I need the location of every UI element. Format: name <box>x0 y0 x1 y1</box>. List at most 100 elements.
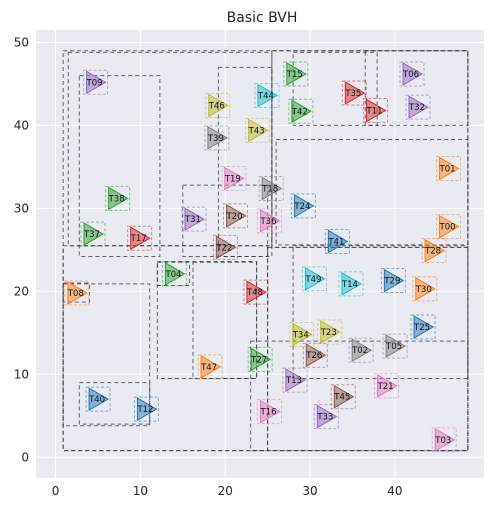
triangle-bbox <box>161 261 187 287</box>
triangle-label: T00 <box>439 223 456 233</box>
triangle-mark <box>341 271 362 296</box>
triangle-mark <box>304 267 326 291</box>
triangle-label: T23 <box>320 328 337 338</box>
triangle-mark <box>259 399 281 424</box>
bvh-box <box>292 51 378 126</box>
triangle-bbox <box>258 175 284 201</box>
triangle-bbox <box>83 69 109 95</box>
triangle-label: T48 <box>246 288 263 298</box>
triangle-mark <box>108 186 129 211</box>
triangle-bbox <box>421 238 447 264</box>
triangle-mark <box>402 62 424 86</box>
triangle-label: T19 <box>224 175 241 185</box>
triangle-mark <box>246 280 267 305</box>
triangle-bbox <box>197 354 223 380</box>
triangle-bbox <box>289 321 315 347</box>
triangle-mark <box>439 156 460 181</box>
triangle-mark <box>200 354 222 379</box>
triangle-bbox <box>348 337 374 363</box>
triangle-mark <box>226 203 247 228</box>
y-tick-label: 50 <box>14 35 29 49</box>
y-tick-label: 40 <box>14 118 29 132</box>
bvh-box <box>62 282 90 303</box>
triangle-mark <box>184 207 205 232</box>
triangle-label: T42 <box>291 107 308 117</box>
triangle-mark <box>366 98 387 123</box>
triangle-mark <box>257 83 278 108</box>
triangle-mark <box>292 322 313 347</box>
triangle-mark <box>248 118 269 143</box>
triangle-label: T38 <box>108 194 125 204</box>
triangle-bbox <box>256 208 282 234</box>
triangle-bbox <box>405 94 431 120</box>
triangle-mark <box>293 194 315 218</box>
triangle-bbox <box>324 229 350 255</box>
triangle-mark <box>208 93 229 118</box>
triangle-mark <box>385 334 407 358</box>
x-tick-label: 0 <box>52 484 60 498</box>
triangle-label: T45 <box>333 393 350 403</box>
y-tick-label: 10 <box>14 367 29 381</box>
triangle-label: T03 <box>434 436 451 446</box>
chart-title: Basic BVH <box>227 10 298 26</box>
triangle-bbox <box>410 314 436 340</box>
triangle-mark <box>383 268 405 293</box>
bvh-box <box>78 75 161 257</box>
triangle-mark <box>286 62 307 86</box>
triangle-bbox <box>247 346 273 372</box>
triangle-bbox <box>64 280 90 306</box>
triangle-mark <box>88 387 110 412</box>
triangle-label: T31 <box>184 215 201 225</box>
triangle-bbox <box>133 396 159 422</box>
triangle-bbox <box>436 156 462 182</box>
triangle-bbox <box>205 92 231 118</box>
triangle-label: T15 <box>286 70 303 80</box>
triangle-label: T20 <box>226 212 243 222</box>
triangle-label: T46 <box>208 101 225 111</box>
triangle-bbox <box>338 271 364 297</box>
triangle-mark <box>130 226 151 251</box>
triangle-bbox <box>341 80 367 106</box>
bvh-box <box>192 261 258 379</box>
triangle-label: T43 <box>248 126 265 136</box>
triangle-bbox <box>436 214 462 240</box>
triangle-bbox <box>380 268 406 294</box>
triangle-mark <box>413 315 435 339</box>
triangle-label: T11 <box>366 106 383 116</box>
triangle-label: T18 <box>261 184 278 194</box>
x-tick-label: 20 <box>218 484 233 498</box>
triangle-label: T12 <box>136 405 153 415</box>
triangle-mark <box>291 99 312 124</box>
triangle-bbox <box>313 404 339 430</box>
triangle-bbox <box>245 117 271 143</box>
triangle-mark <box>67 281 88 305</box>
triangle-mark <box>408 95 429 120</box>
triangle-label: T37 <box>83 230 100 240</box>
triangle-label: T29 <box>383 277 400 287</box>
triangle-mark <box>259 208 281 233</box>
triangle-bbox <box>431 427 457 453</box>
triangle-bbox <box>301 266 327 292</box>
triangle-label: T35 <box>344 89 361 99</box>
x-tick-label: 40 <box>387 484 402 498</box>
triangle-mark <box>351 338 373 363</box>
triangle-label: T36 <box>259 217 276 227</box>
triangle-mark <box>305 343 327 368</box>
triangle-mark <box>250 347 272 372</box>
triangle-bbox <box>302 342 328 368</box>
x-axis-ticks: 0 10 20 30 40 <box>52 484 403 498</box>
triangle-mark <box>261 176 283 201</box>
triangle-bbox <box>399 61 425 87</box>
y-axis-ticks: 0 10 20 30 40 50 <box>14 35 29 464</box>
triangle-mark <box>136 397 158 422</box>
triangle-bbox <box>412 276 438 302</box>
triangle-mark <box>424 238 446 263</box>
triangle-label: T39 <box>207 134 224 144</box>
triangle-bbox <box>254 83 280 109</box>
bvh-box <box>250 340 469 452</box>
triangle-mark <box>86 70 107 95</box>
triangle-bbox <box>363 97 389 123</box>
triangle-bbox <box>243 279 269 305</box>
triangle-bbox <box>181 206 207 232</box>
triangle-label: T09 <box>86 78 103 88</box>
